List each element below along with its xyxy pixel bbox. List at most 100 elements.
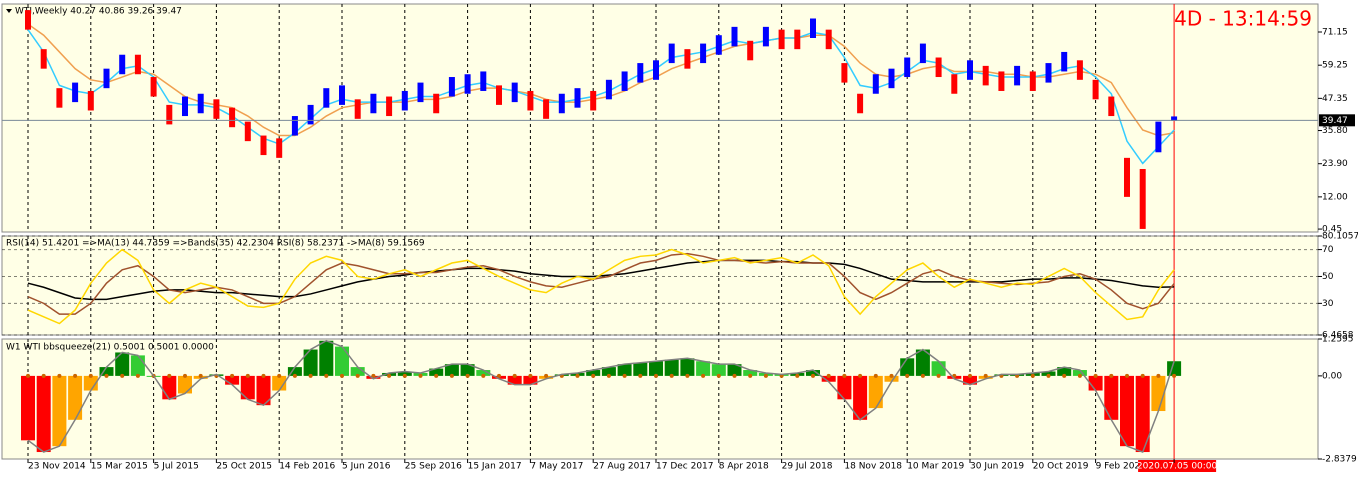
bar: [963, 375, 977, 385]
price-bar: [888, 68, 895, 89]
y-tick-label: 0.00: [1322, 371, 1342, 381]
price-bar: [213, 99, 220, 119]
x-tick-label: 14 Feb 2016: [279, 462, 335, 472]
y-tick-label: 1.2595: [1322, 335, 1354, 345]
squeeze-title: W1 WTI bbsqueeze(21) 0.5001 0.5001 0.000…: [6, 343, 214, 353]
squeeze-dot: [402, 373, 407, 378]
squeeze-dot: [371, 373, 376, 378]
squeeze-dot: [277, 373, 282, 378]
squeeze-dot: [449, 373, 454, 378]
price-bar: [323, 88, 330, 108]
bar: [915, 349, 930, 376]
y-tick-label: 23.90: [1322, 159, 1348, 169]
price-bar: [87, 90, 94, 111]
price-bar: [417, 82, 424, 103]
bar: [115, 352, 130, 376]
squeeze-dot: [481, 373, 486, 378]
x-tick-label: 5 Jun 2016: [342, 462, 391, 472]
x-tick-label: 7 May 2017: [530, 462, 583, 472]
bar: [476, 370, 491, 376]
bar: [884, 375, 899, 382]
squeeze-dot: [873, 373, 878, 378]
squeeze-dot: [701, 373, 706, 378]
squeeze-dot: [1156, 373, 1161, 378]
squeeze-dot: [638, 373, 643, 378]
price-bar: [244, 121, 251, 142]
bar: [900, 358, 915, 376]
price-bar: [119, 54, 126, 75]
price-bar: [1124, 157, 1130, 197]
price-bar: [653, 60, 659, 80]
bar: [1135, 375, 1150, 453]
squeeze-dot: [654, 373, 658, 378]
x-tick-label: 25 Oct 2015: [216, 462, 272, 472]
price-title: WTI,Weekly 40.27 40.86 39.26 39.47: [15, 7, 182, 17]
bar: [931, 361, 946, 376]
price-bar: [182, 96, 188, 117]
bar: [444, 364, 459, 376]
price-bar: [872, 74, 879, 94]
bar: [460, 364, 475, 376]
bar: [821, 375, 836, 382]
x-tick-label: 17 Dec 2017: [656, 462, 714, 472]
bar: [727, 364, 742, 376]
y-tick-label: 30: [1322, 299, 1334, 309]
y-tick-label: 35.80: [1322, 126, 1348, 136]
price-bar: [134, 54, 141, 75]
price-bar: [386, 96, 393, 117]
last-price-label: 39.47: [1322, 116, 1348, 126]
bar: [617, 364, 632, 376]
price-bar: [574, 88, 581, 108]
squeeze-dot: [26, 373, 30, 378]
squeeze-dot: [826, 373, 831, 378]
y-tick-label: 6.4658: [1322, 331, 1354, 341]
bar: [649, 361, 663, 376]
squeeze-dot: [88, 373, 93, 378]
price-bar: [558, 93, 565, 114]
rsi-title: RSI(14) 51.4201 =>MA(13) 44.7359 =>Bands…: [6, 239, 425, 249]
squeeze-dot: [1046, 373, 1051, 378]
bar: [256, 375, 271, 406]
price-bar: [715, 35, 722, 55]
bar: [52, 375, 67, 447]
squeeze-dot: [1077, 373, 1082, 378]
bar: [680, 358, 695, 376]
price-bar: [197, 93, 204, 114]
bar: [743, 370, 758, 376]
squeeze-dot: [591, 373, 596, 378]
bar: [711, 364, 726, 376]
line-series: [27, 252, 1175, 315]
price-bar: [543, 99, 550, 119]
price-bar: [1029, 71, 1036, 91]
price-bar: [684, 49, 691, 69]
squeeze-dot: [920, 373, 925, 378]
bar: [601, 367, 616, 376]
vertical-grid: [27, 4, 1097, 459]
y-tick-label: 50: [1322, 272, 1334, 282]
x-tick-label: 27 Aug 2017: [593, 462, 651, 472]
price-bar: [668, 43, 675, 64]
price-bar: [1014, 65, 1021, 86]
price-bar: [747, 40, 754, 61]
bar: [83, 375, 98, 391]
price-bar: [951, 74, 958, 94]
bar: [1104, 375, 1119, 420]
squeeze-dot: [120, 373, 125, 378]
bar: [130, 355, 145, 376]
squeeze-dot: [811, 373, 815, 378]
bar: [853, 375, 868, 420]
price-bar: [794, 29, 801, 50]
squeeze-dot: [1093, 373, 1098, 378]
bar: [633, 362, 648, 376]
x-tick-label: 25 Sep 2016: [405, 462, 462, 472]
price-bar: [166, 104, 173, 125]
y-tick-label: 12.00: [1322, 192, 1348, 202]
price-bar: [448, 77, 455, 97]
price-bar: [1171, 116, 1178, 121]
price-bar: [1076, 60, 1083, 80]
x-tick-label: 18 Nov 2018: [844, 462, 902, 472]
bar: [1072, 370, 1087, 376]
squeeze-dot: [512, 373, 517, 378]
squeeze-dot: [355, 373, 360, 378]
price-bar: [1045, 63, 1052, 83]
